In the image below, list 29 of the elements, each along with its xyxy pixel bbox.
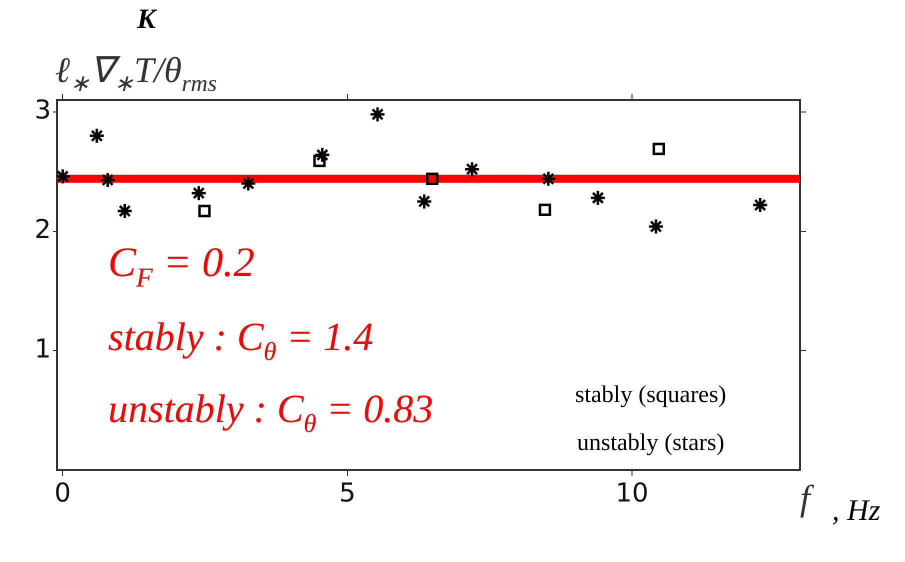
point <box>198 204 211 218</box>
point <box>116 202 134 220</box>
annotation: unstably (stars) <box>577 430 724 456</box>
x-axis-title: f <box>800 478 815 518</box>
point <box>190 184 208 202</box>
x-tick-label: 0 <box>54 478 71 508</box>
point <box>426 172 438 185</box>
point <box>590 190 606 206</box>
x-tick-label: 10 <box>615 478 649 508</box>
point <box>652 142 665 156</box>
y-tick-label: 3 <box>34 96 51 126</box>
point <box>88 128 106 144</box>
point <box>416 193 432 210</box>
point <box>313 154 326 168</box>
text: K <box>136 4 158 35</box>
point <box>538 204 552 216</box>
point <box>314 146 331 164</box>
point <box>369 106 386 123</box>
point <box>752 196 768 214</box>
point <box>648 218 664 235</box>
x-tick-label: 5 <box>339 478 356 508</box>
point <box>99 172 116 188</box>
text: , Hz <box>832 494 881 527</box>
point <box>540 170 557 188</box>
annotation: stably (squares) <box>575 382 726 408</box>
point <box>464 160 480 178</box>
y-tick-label: 1 <box>34 334 51 364</box>
y-tick-label: 2 <box>34 215 51 246</box>
point <box>240 175 257 192</box>
